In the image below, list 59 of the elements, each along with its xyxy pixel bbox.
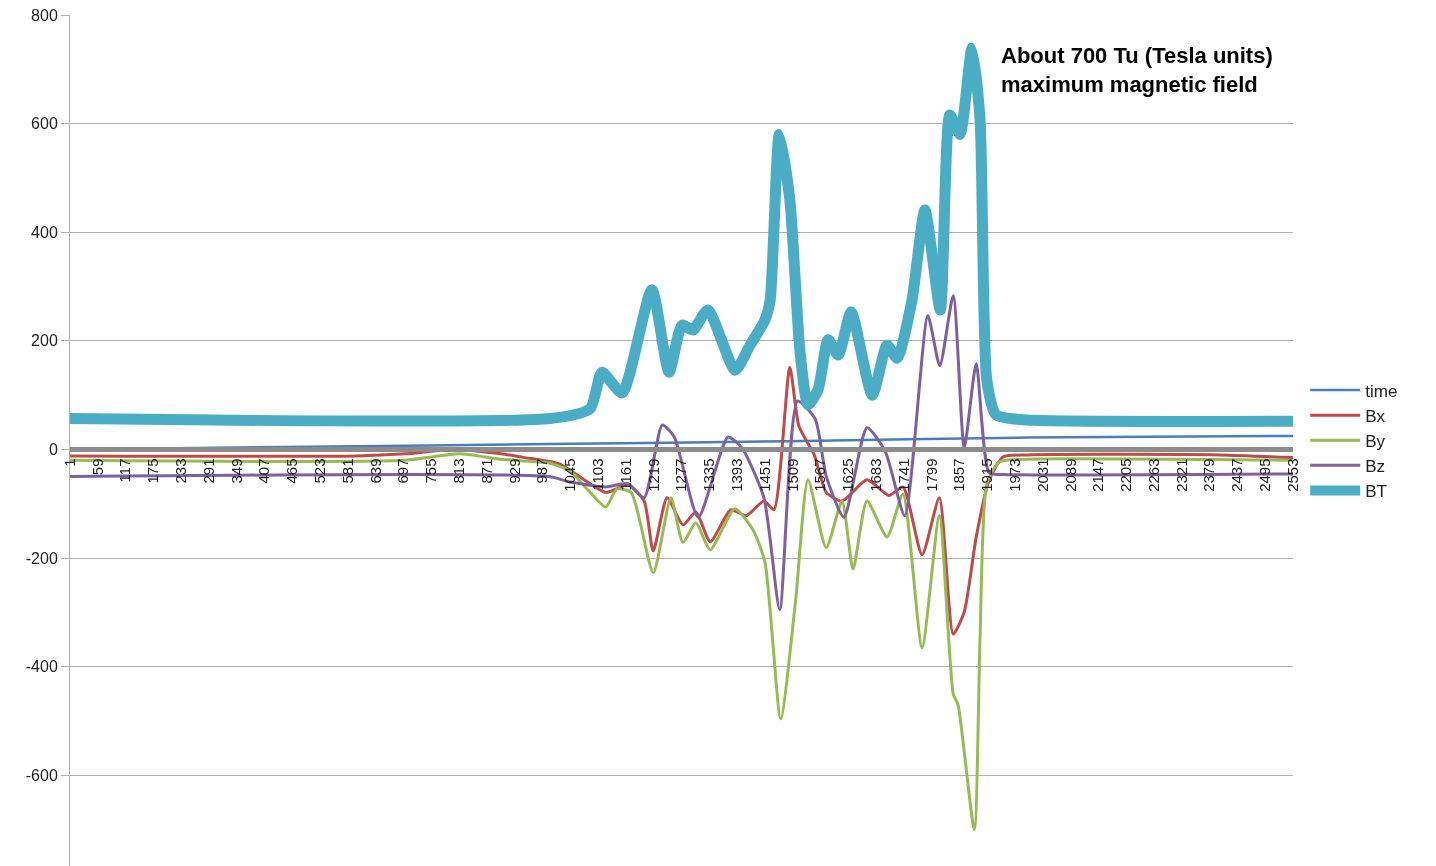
x-tick-label: 233	[172, 458, 190, 484]
x-tick-label: 2321	[1172, 458, 1190, 492]
x-tick-label: 697	[394, 458, 412, 484]
x-tick-label: 349	[227, 458, 245, 484]
x-tick-label: 2031	[1033, 458, 1051, 492]
x-tick-label: 175	[144, 458, 162, 484]
x-tick-label: 2379	[1200, 458, 1218, 492]
legend-label: Bx	[1365, 406, 1386, 426]
x-tick-label: 1857	[950, 458, 968, 492]
x-tick-label: 813	[450, 458, 468, 484]
x-tick-label: 2495	[1256, 458, 1274, 492]
legend-label: time	[1365, 381, 1398, 401]
y-tick-label: 400	[31, 223, 58, 241]
x-tick-label: 581	[338, 458, 356, 484]
x-tick-label: 1915	[978, 458, 996, 492]
x-tick-label: 1625	[839, 458, 857, 492]
x-tick-label: 291	[199, 458, 217, 484]
x-tick-label: 755	[422, 458, 440, 484]
x-tick-label: 1045	[561, 458, 579, 492]
y-tick-label: 200	[31, 332, 58, 350]
y-tick-label: 800	[31, 6, 58, 24]
x-tick-label: 639	[366, 458, 384, 484]
x-tick-label: 2263	[1144, 458, 1162, 492]
x-tick-label: 929	[505, 458, 523, 484]
x-tick-label: 1335	[700, 458, 718, 492]
x-tick-label: 987	[533, 458, 551, 484]
x-tick-label: 1277	[672, 458, 690, 492]
x-tick-label: 407	[255, 458, 273, 484]
x-tick-label: 1509	[783, 458, 801, 492]
x-tick-label: 59	[88, 458, 106, 476]
x-tick-label: 1567	[811, 458, 829, 492]
x-tick-label: 1973	[1005, 458, 1023, 492]
x-tick-label: 1799	[922, 458, 940, 492]
x-tick-label: 1219	[644, 458, 662, 492]
x-tick-label: 1161	[616, 458, 634, 491]
annotation: About 700 Tu (Tesla units) maximum magnetic field	[1001, 43, 1273, 97]
x-tick-label: 1103	[588, 458, 606, 491]
y-tick-label: 600	[31, 115, 58, 133]
x-tick-label: 2205	[1117, 458, 1135, 492]
x-tick-label: 117	[116, 458, 134, 483]
x-tick-label: 2437	[1228, 458, 1246, 492]
x-tick-label: 2089	[1061, 458, 1079, 492]
x-tick-label: 2147	[1089, 458, 1107, 492]
legend-label: Bz	[1365, 456, 1386, 476]
x-tick-label: 1	[60, 458, 78, 467]
legend-label: BT	[1365, 482, 1387, 502]
x-tick-label: 465	[283, 458, 301, 484]
x-tick-label: 1451	[755, 458, 773, 492]
y-tick-label: -400	[25, 658, 58, 676]
x-tick-label: 523	[311, 458, 329, 484]
y-tick-label: 0	[48, 441, 58, 459]
legend-label: By	[1365, 431, 1386, 451]
x-tick-label: 1683	[866, 458, 884, 492]
x-tick-label: 2553	[1283, 458, 1301, 492]
y-tick-label: -200	[25, 549, 58, 567]
y-tick-label: -600	[25, 766, 58, 784]
x-tick-label: 1741	[894, 458, 912, 492]
x-tick-label: 1393	[727, 458, 745, 492]
x-tick-label: 871	[477, 458, 495, 484]
